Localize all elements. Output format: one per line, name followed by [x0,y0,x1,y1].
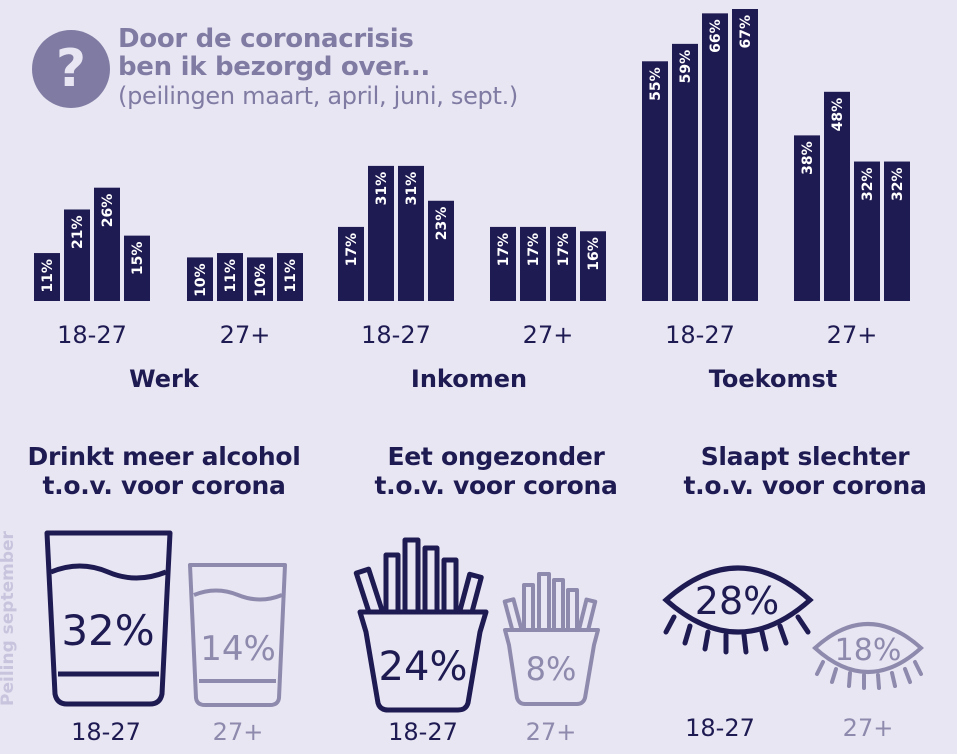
sleep-young-value: 28% [695,579,779,623]
bar-value-label: 11% [283,259,299,293]
bar-value-label: 23% [434,207,450,241]
bar-werk-18-27-0 [34,253,60,301]
bar-value-label: 10% [253,263,269,297]
bar-value-label: 48% [830,98,846,132]
bar-inkomen-27plus-3 [580,231,606,301]
alcohol-young-label: 18-27 [71,718,141,746]
bar-werk-18-27-1 [64,209,90,301]
bar-value-label: 26% [100,194,116,228]
bar-werk-18-27-3 [124,235,150,301]
alcohol-young-value: 32% [61,606,154,655]
bar-value-label: 15% [130,242,146,276]
alcohol-title: Drinkt meer alcohol t.o.v. voor corona [27,442,301,500]
bar-value-label: 38% [800,141,816,175]
age-group-label: 27+ [523,321,574,349]
bar-toekomst-27plus-2 [854,161,880,301]
bar-inkomen-27plus-2 [550,226,576,301]
bar-value-label: 11% [223,259,239,293]
title-line-1: Door de coronacrisis [118,24,414,54]
bar-value-label: 66% [708,19,724,53]
bar-inkomen-18-27-2 [398,165,424,301]
bar-inkomen-18-27-3 [428,200,454,301]
bar-werk-18-27-2 [94,187,120,301]
bar-werk-27plus-1 [217,253,243,301]
bar-value-label: 32% [860,168,876,202]
sleep-old-label: 27+ [843,714,894,742]
sleep-young-label: 18-27 [685,714,755,742]
food-young-value: 24% [379,644,468,690]
category-label: Inkomen [411,365,527,393]
age-group-label: 18-27 [57,321,127,349]
title-line-2: ben ik bezorgd over... [118,52,430,82]
bar-value-label: 17% [526,233,542,267]
bar-value-label: 16% [586,237,602,271]
age-group-label: 18-27 [361,321,431,349]
age-group-label: 27+ [220,321,271,349]
food-young-label: 18-27 [388,718,458,746]
eye-icon [662,565,814,655]
age-group-label: 18-27 [665,321,735,349]
bar-werk-27plus-0 [187,257,213,301]
bar-value-label: 17% [344,233,360,267]
bar-werk-27plus-2 [247,257,273,301]
bar-value-label: 59% [678,50,694,84]
fries-icon [502,572,600,706]
bar-chart: 11% 21% 26% 15% 18-27 10% 11% 10% 11% 27+ Werk 17% 3… [34,9,910,393]
bar-toekomst-27plus-0 [794,135,820,301]
bar-value-label: 17% [496,233,512,267]
alcohol-old-label: 27+ [213,718,264,746]
food-old-label: 27+ [526,718,577,746]
bar-toekomst-18-27-2 [702,13,728,301]
alcohol-old-value: 14% [200,629,276,669]
food-title: Eet ongezonder t.o.v. voor corona [374,442,618,500]
bar-inkomen-18-27-1 [368,165,394,301]
bar-toekomst-18-27-3 [732,9,758,301]
glass-icon [44,530,173,707]
bar-value-label: 17% [556,233,572,267]
bar-toekomst-27plus-3 [884,161,910,301]
bar-inkomen-18-27-0 [338,226,364,301]
question-mark-icon: ? [32,30,110,108]
food-old-value: 8% [526,650,577,688]
category-label: Werk [129,365,200,393]
bar-value-label: 67% [738,15,754,49]
bar-werk-27plus-3 [277,253,303,301]
bar-value-label: 10% [193,263,209,297]
eye-icon [812,622,924,690]
bar-value-label: 21% [70,215,86,249]
bar-toekomst-18-27-0 [642,61,668,301]
sleep-old-value: 18% [835,633,902,668]
bar-value-label: 11% [40,259,56,293]
category-label: Toekomst [709,365,838,393]
bar-toekomst-27plus-1 [824,91,850,301]
bar-value-label: 55% [648,67,664,101]
bar-value-label: 31% [374,172,390,206]
bar-inkomen-27plus-1 [520,226,546,301]
sleep-title: Slaapt slechter t.o.v. voor corona [683,442,927,500]
bar-toekomst-18-27-1 [672,43,698,302]
fries-icon [353,537,489,713]
bar-value-label: 32% [890,168,906,202]
age-group-label: 27+ [827,321,878,349]
bar-value-label: 31% [404,172,420,206]
subtitle: (peilingen maart, april, juni, sept.) [118,82,518,110]
bar-inkomen-27plus-0 [490,226,516,301]
glass-icon [188,563,287,707]
